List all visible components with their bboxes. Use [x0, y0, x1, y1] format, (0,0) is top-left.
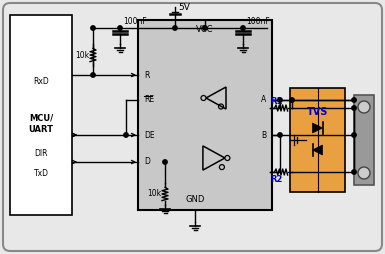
Text: 100nF: 100nF [246, 18, 270, 26]
Circle shape [278, 98, 282, 102]
Circle shape [352, 170, 356, 174]
Circle shape [124, 133, 128, 137]
Text: UART: UART [28, 125, 54, 135]
Polygon shape [313, 145, 323, 155]
Text: D: D [144, 157, 150, 167]
Text: DIR: DIR [34, 149, 48, 157]
Text: R1: R1 [270, 97, 282, 105]
Circle shape [352, 133, 356, 137]
Circle shape [163, 160, 167, 164]
Circle shape [91, 26, 95, 30]
Text: TxD: TxD [33, 169, 49, 179]
Circle shape [352, 98, 356, 102]
Circle shape [118, 26, 122, 30]
FancyBboxPatch shape [354, 95, 374, 185]
Text: A: A [261, 96, 266, 104]
Circle shape [91, 73, 95, 77]
Text: RxD: RxD [33, 77, 49, 87]
Text: 100nF: 100nF [123, 18, 147, 26]
Polygon shape [313, 123, 323, 133]
Circle shape [241, 26, 245, 30]
Circle shape [358, 101, 370, 113]
FancyBboxPatch shape [138, 20, 272, 210]
Circle shape [352, 106, 356, 110]
Text: VCC: VCC [196, 25, 214, 35]
FancyBboxPatch shape [290, 88, 345, 192]
Circle shape [290, 98, 294, 102]
Text: RE: RE [144, 96, 154, 104]
Text: R: R [144, 71, 149, 80]
Circle shape [358, 167, 370, 179]
Text: TVS: TVS [307, 107, 328, 117]
Circle shape [278, 133, 282, 137]
Circle shape [203, 26, 207, 30]
Text: R2: R2 [270, 174, 282, 183]
Text: DE: DE [144, 131, 155, 139]
FancyBboxPatch shape [10, 15, 72, 215]
Text: GND: GND [185, 196, 205, 204]
Text: 5V: 5V [178, 4, 190, 12]
Text: 10k: 10k [147, 189, 161, 198]
Text: MCU/: MCU/ [29, 114, 53, 122]
FancyBboxPatch shape [3, 3, 382, 251]
Text: 10k: 10k [75, 51, 89, 59]
Circle shape [173, 26, 177, 30]
Text: B: B [261, 131, 266, 139]
